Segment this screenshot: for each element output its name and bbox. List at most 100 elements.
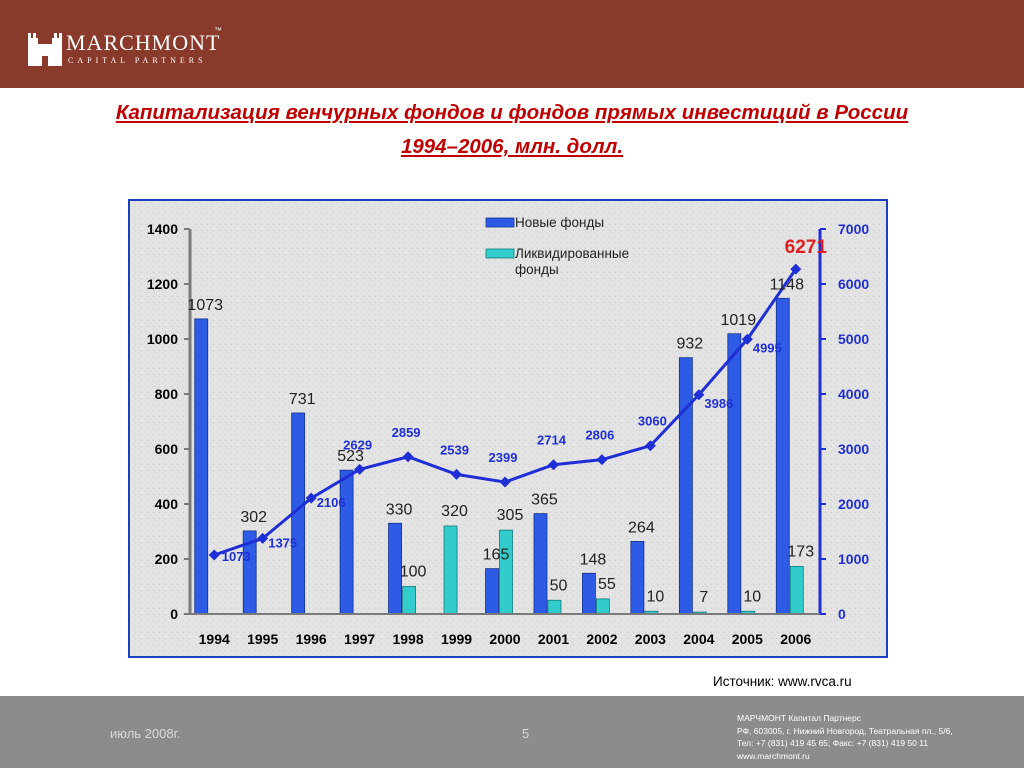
line-label: 2539	[440, 442, 469, 457]
bar-new-funds	[194, 318, 209, 615]
bar-label-liquidated-funds: 305	[497, 507, 524, 524]
contact-website: www.marchmont.ru	[737, 750, 810, 761]
bar-label-new-funds: 1148	[770, 276, 805, 293]
line-marker	[693, 389, 705, 401]
bar-new-funds	[533, 513, 548, 615]
bar-label-new-funds: 330	[386, 501, 413, 518]
x-tick-label: 1995	[247, 631, 278, 647]
bar-label-liquidated-funds: 100	[400, 564, 427, 581]
line-marker	[451, 468, 463, 480]
line-marker	[596, 454, 608, 466]
x-tick-label: 2003	[635, 631, 666, 647]
bar-new-funds	[678, 357, 693, 615]
line-marker	[644, 440, 656, 452]
line-marker	[547, 459, 559, 471]
left-tick-label: 1200	[147, 276, 178, 292]
bar-new-funds	[582, 572, 596, 615]
line-label: 2806	[585, 428, 614, 443]
left-tick-label: 800	[155, 386, 179, 402]
left-tick-label: 0	[170, 606, 178, 622]
castle-icon	[28, 33, 62, 66]
line-label: 2714	[537, 433, 567, 448]
x-tick-label: 2004	[683, 631, 714, 647]
left-tick-label: 600	[155, 441, 179, 457]
bar-liquidated-funds	[789, 566, 804, 615]
x-tick-label: 2000	[489, 631, 520, 647]
bar-label-new-funds: 165	[483, 547, 510, 564]
left-tick-label: 400	[155, 496, 179, 512]
x-tick-label: 1994	[199, 631, 230, 647]
contact-phone: Тел: +7 (831) 419 45 65; Факс: +7 (831) …	[737, 738, 929, 748]
right-tick-label: 3000	[838, 441, 869, 457]
line-label: 2106	[317, 495, 346, 510]
x-tick-label: 1997	[344, 631, 375, 647]
line-marker	[305, 492, 317, 504]
bar-label-new-funds: 365	[531, 492, 558, 509]
x-tick-label: 2006	[780, 631, 811, 647]
contact-company: МАРЧМОНТ Капитал Партнерс	[737, 713, 862, 723]
legend-label-new-funds: Новые фонды	[515, 215, 604, 230]
contact-address: РФ, 603005, г. Нижний Новгород, Театраль…	[737, 725, 953, 736]
line-marker	[354, 463, 366, 475]
brand-trademark: ™	[214, 26, 222, 35]
title-line-2: 1994–2006, млн. долл.	[400, 135, 624, 158]
page-title: Капитализация венчурных фондов и фондов …	[0, 96, 1024, 164]
bar-label-liquidated-funds: 10	[646, 588, 664, 605]
x-tick-label: 2005	[732, 631, 763, 647]
line-label: 3986	[704, 396, 733, 411]
bar-label-liquidated-funds: 55	[598, 576, 616, 593]
legend-swatch-new-funds	[485, 217, 515, 228]
right-tick-label: 1000	[838, 551, 869, 567]
bar-label-new-funds: 1019	[721, 312, 757, 329]
right-tick-label: 6000	[838, 276, 869, 292]
x-tick-label: 1996	[296, 631, 327, 647]
brand-subtitle: CAPITAL PARTNERS	[68, 56, 207, 65]
bar-liquidated-funds	[443, 525, 458, 615]
line-label: 2629	[343, 437, 372, 452]
bar-label-new-funds: 932	[676, 336, 703, 353]
left-tick-label: 200	[155, 551, 179, 567]
right-tick-label: 7000	[838, 221, 869, 237]
capitalization-chart: 0 200 400 600 800 1000 1200 1400 0 1000 2000 3000 4…	[128, 199, 888, 658]
legend-label-liquidated-funds: Ликвидированные фонды	[515, 246, 629, 277]
right-tick-label: 4000	[838, 386, 869, 402]
x-tick-label: 1999	[441, 631, 472, 647]
bar-liquidated-funds	[499, 529, 513, 615]
bar-new-funds	[339, 469, 354, 615]
bar-new-funds	[630, 540, 645, 615]
footer-contact: МАРЧМОНТ Капитал Партнерс РФ, 603005, г.…	[737, 712, 953, 762]
header-bar: MARCHMONT ™ CAPITAL PARTNERS	[0, 0, 1024, 88]
bar-new-funds	[727, 333, 742, 615]
footer-date: июль 2008г.	[110, 726, 181, 741]
bar-label-liquidated-funds: 320	[441, 503, 468, 520]
bar-label-liquidated-funds: 7	[699, 589, 708, 606]
line-label: 1375	[268, 535, 297, 550]
bar-liquidated-funds	[596, 598, 610, 615]
line-marker	[257, 532, 269, 544]
bar-label-new-funds: 523	[337, 448, 364, 465]
line-marker	[790, 263, 802, 275]
line-label: 2859	[392, 425, 421, 440]
line-marker	[208, 549, 220, 561]
bar-label-new-funds: 148	[580, 551, 607, 568]
line-label: 4995	[753, 340, 782, 355]
x-tick-label: 1998	[392, 631, 423, 647]
bar-label-liquidated-funds: 50	[550, 577, 568, 594]
left-tick-label: 1400	[147, 221, 178, 237]
bar-label-new-funds: 264	[628, 519, 655, 536]
right-tick-label: 2000	[838, 496, 869, 512]
bar-new-funds	[485, 568, 499, 615]
right-tick-label: 0	[838, 606, 846, 622]
line-marker	[402, 451, 414, 463]
bar-liquidated-funds	[547, 599, 562, 615]
right-tick-label: 5000	[838, 331, 869, 347]
title-line-1: Капитализация венчурных фондов и фондов …	[115, 101, 909, 124]
line-label: 3060	[638, 414, 667, 429]
line-label-highlight: 6271	[785, 237, 828, 258]
brand-name: MARCHMONT	[66, 30, 221, 55]
page-number: 5	[522, 726, 530, 741]
bar-label-new-funds: 1073	[187, 297, 223, 314]
x-tick-label: 2002	[586, 631, 617, 647]
x-tick-label: 2001	[538, 631, 569, 647]
chart-panel: 0 200 400 600 800 1000 1200 1400 0 1000 2000 3000 4…	[128, 199, 888, 658]
